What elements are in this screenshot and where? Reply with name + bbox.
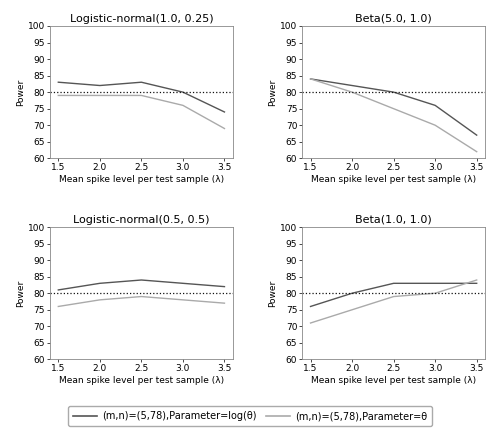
Title: Logistic-normal(1.0, 0.25): Logistic-normal(1.0, 0.25) xyxy=(70,14,213,24)
Legend: (m,n)=(5,78),Parameter=log(θ), (m,n)=(5,78),Parameter=θ: (m,n)=(5,78),Parameter=log(θ), (m,n)=(5,… xyxy=(68,406,432,426)
Title: Beta(5.0, 1.0): Beta(5.0, 1.0) xyxy=(355,14,432,24)
Y-axis label: Power: Power xyxy=(268,280,278,307)
X-axis label: Mean spike level per test sample (λ): Mean spike level per test sample (λ) xyxy=(59,175,224,184)
Title: Beta(1.0, 1.0): Beta(1.0, 1.0) xyxy=(355,215,432,225)
Y-axis label: Power: Power xyxy=(268,78,278,106)
Title: Logistic-normal(0.5, 0.5): Logistic-normal(0.5, 0.5) xyxy=(73,215,210,225)
X-axis label: Mean spike level per test sample (λ): Mean spike level per test sample (λ) xyxy=(311,376,476,385)
Y-axis label: Power: Power xyxy=(16,78,25,106)
X-axis label: Mean spike level per test sample (λ): Mean spike level per test sample (λ) xyxy=(311,175,476,184)
X-axis label: Mean spike level per test sample (λ): Mean spike level per test sample (λ) xyxy=(59,376,224,385)
Y-axis label: Power: Power xyxy=(16,280,25,307)
